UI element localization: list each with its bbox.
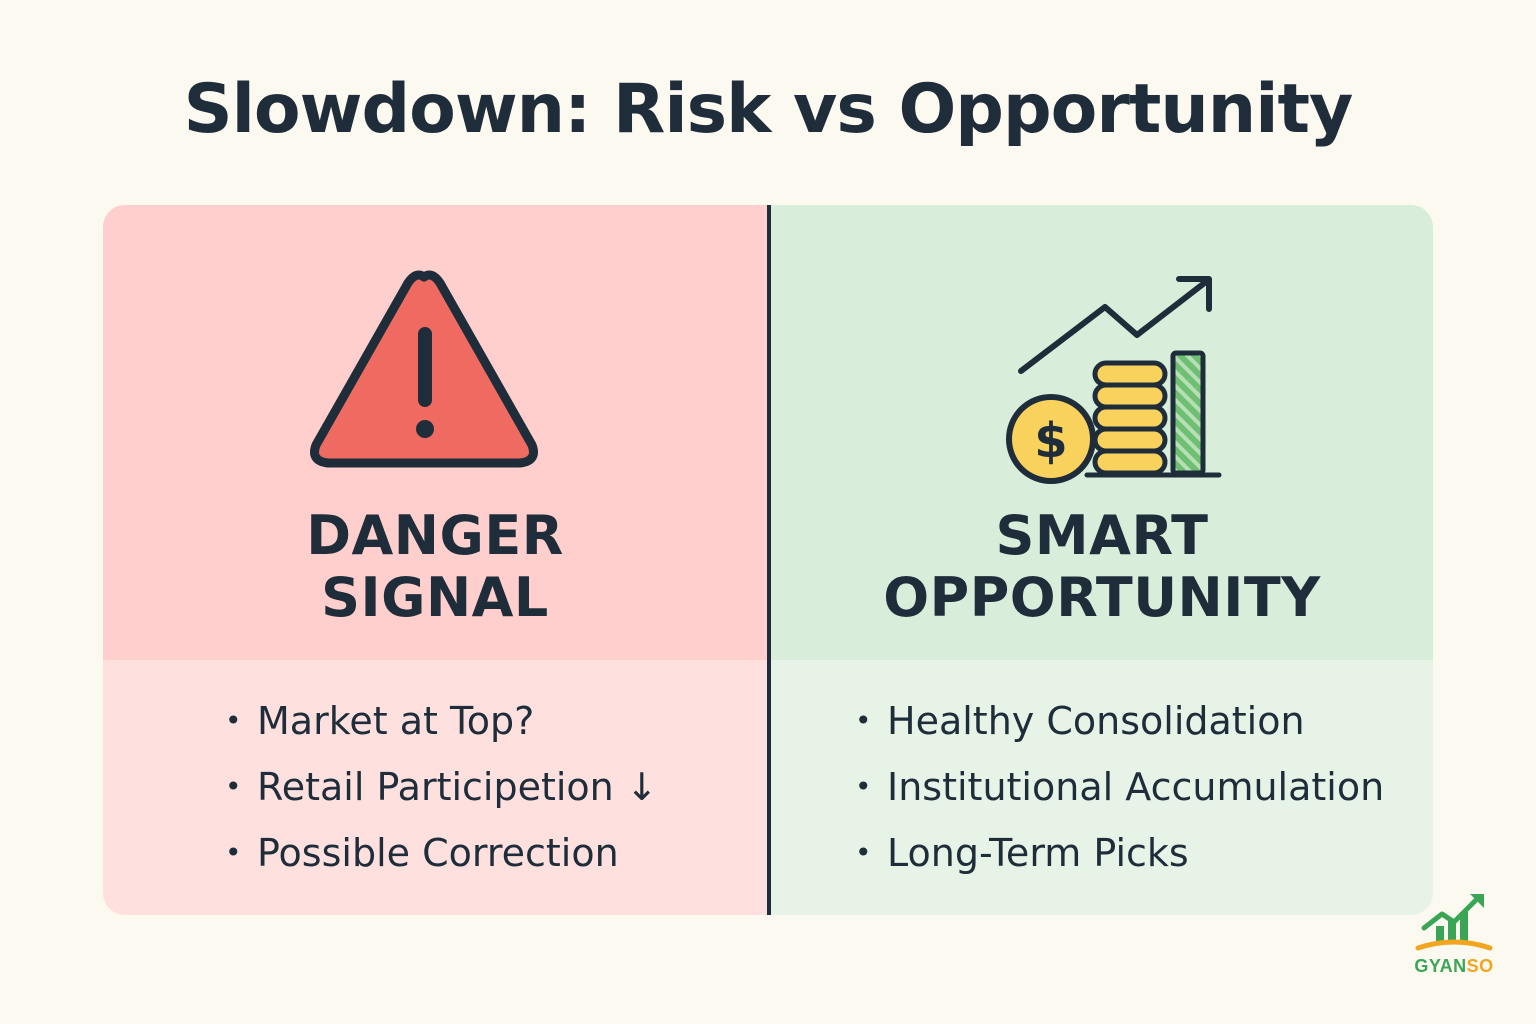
list-item: • Market at Top? xyxy=(225,688,658,754)
opportunity-heading: SMART OPPORTUNITY xyxy=(771,505,1433,629)
danger-header: DANGER SIGNAL xyxy=(103,205,767,660)
danger-bullet-text: Market at Top? xyxy=(257,699,535,743)
gyanso-logo-icon xyxy=(1415,894,1493,951)
list-item: • Long-Term Picks xyxy=(855,820,1384,886)
list-item: • Institutional Accumulation xyxy=(855,754,1384,820)
bullet-dot: • xyxy=(225,704,242,737)
list-item: • Possible Correction xyxy=(225,820,658,886)
warning-triangle-icon xyxy=(308,265,540,479)
bullet-dot: • xyxy=(855,836,872,869)
list-item: • Retail Participetion ↓ xyxy=(225,754,658,820)
growth-chart-coins-icon: $ xyxy=(1003,273,1223,492)
bullet-dot: • xyxy=(225,836,242,869)
danger-bullet-text: Retail Participetion ↓ xyxy=(257,765,658,809)
brand-logo: GYANSO xyxy=(1408,890,1500,980)
opportunity-heading-line1: SMART xyxy=(995,504,1209,567)
opportunity-bullet-text: Institutional Accumulation xyxy=(887,765,1385,809)
opportunity-header: $ SMART OPPORTUNITY xyxy=(771,205,1433,660)
opportunity-bullet-text: Healthy Consolidation xyxy=(887,699,1305,743)
brand-name-part1: GYAN xyxy=(1414,956,1467,976)
danger-bullet-list: • Market at Top? • Retail Participetion ↓ … xyxy=(225,688,658,886)
brand-name-part2: SO xyxy=(1466,956,1494,976)
danger-bullet-text: Possible Correction xyxy=(257,831,619,875)
opportunity-section: $ SMART OPPORTUNITY • Healthy Consolidati… xyxy=(771,205,1433,915)
danger-heading-line1: DANGER xyxy=(306,504,564,567)
svg-text:$: $ xyxy=(1034,413,1067,469)
danger-heading: DANGER SIGNAL xyxy=(103,505,767,629)
bullet-dot: • xyxy=(855,704,872,737)
center-divider xyxy=(767,205,771,915)
brand-name: GYANSO xyxy=(1408,956,1500,977)
opportunity-list-area: • Healthy Consolidation • Institutional Ac… xyxy=(771,660,1433,915)
danger-heading-line2: SIGNAL xyxy=(321,566,549,629)
bullet-dot: • xyxy=(225,770,242,803)
opportunity-bullet-list: • Healthy Consolidation • Institutional Ac… xyxy=(855,688,1384,886)
page-title: Slowdown: Risk vs Opportunity xyxy=(183,70,1354,149)
opportunity-bullet-text: Long-Term Picks xyxy=(887,831,1189,875)
bullet-dot: • xyxy=(855,770,872,803)
opportunity-heading-line2: OPPORTUNITY xyxy=(883,566,1321,629)
list-item: • Healthy Consolidation xyxy=(855,688,1384,754)
comparison-panel: DANGER SIGNAL • Market at Top? • Retail Pa… xyxy=(103,205,1433,915)
danger-section: DANGER SIGNAL • Market at Top? • Retail Pa… xyxy=(103,205,767,915)
danger-list-area: • Market at Top? • Retail Participetion ↓ … xyxy=(103,660,767,915)
